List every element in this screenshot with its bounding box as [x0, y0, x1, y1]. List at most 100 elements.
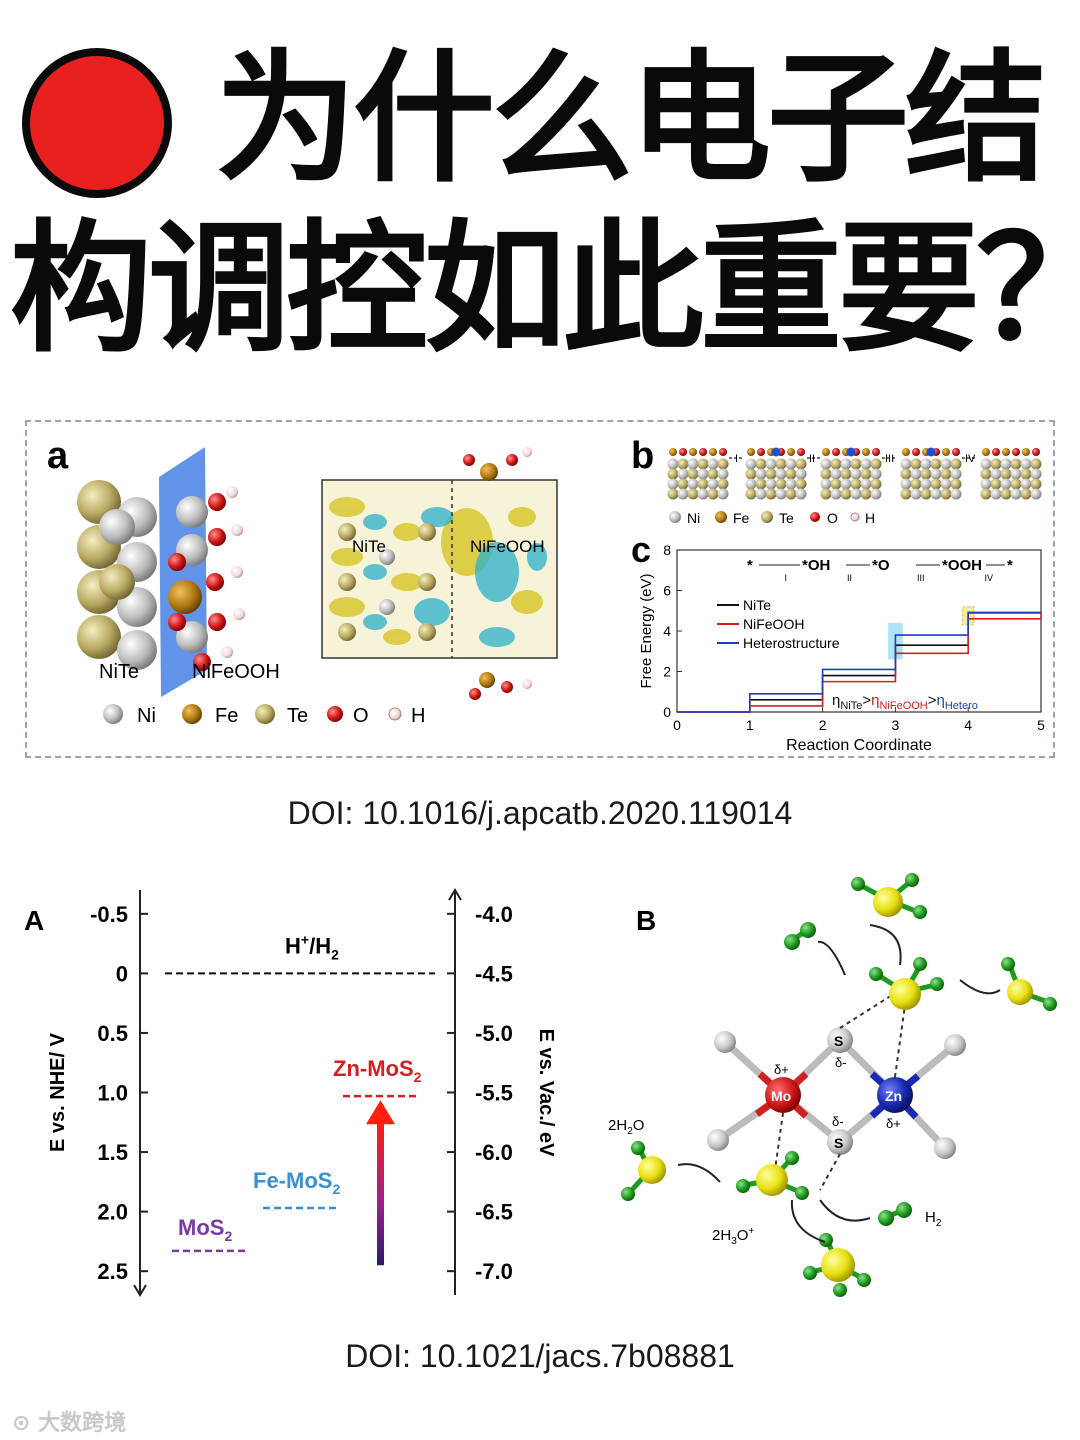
left-tick-label: -0.5	[90, 902, 128, 927]
step-label: I	[735, 453, 738, 465]
x-tick-label: 4	[964, 717, 972, 733]
panel-a-label: a	[47, 435, 69, 477]
panel-c-label: c	[631, 529, 651, 570]
series-nite	[677, 611, 1042, 713]
x-tick-label: 0	[673, 717, 681, 733]
water-molecule-top	[851, 873, 927, 919]
oer-slab	[980, 448, 1042, 500]
left-axis-arrow	[133, 1284, 147, 1297]
level-label-h-h2: H+/H2	[285, 931, 339, 962]
svg-text:O: O	[353, 705, 369, 727]
step-label: IV	[965, 453, 976, 465]
oer-slab	[820, 447, 896, 500]
title-area: 为什么电子结 构调控如此重要？	[0, 0, 1080, 380]
doi-2: DOI: 10.1021/jacs.7b08881	[345, 1338, 735, 1374]
title-line-1: 为什么电子结	[215, 37, 1047, 202]
water-molecule-right	[1001, 957, 1057, 1011]
title-line-2: 构调控如此重要？	[10, 207, 1080, 372]
right-tick-label: -6.0	[475, 1140, 513, 1165]
charge-box-label-nifeooh: NiFeOOH	[470, 537, 545, 556]
svg-text:Ni: Ni	[137, 705, 156, 727]
right-tick-label: -6.5	[475, 1200, 513, 1225]
left-tick-label: 2.0	[97, 1200, 128, 1225]
step-label: III	[885, 453, 894, 465]
x-tick-label: 3	[892, 717, 900, 733]
panel-b-legend: Ni Fe Te O H	[669, 510, 875, 526]
series-nifeooh	[677, 612, 1042, 713]
shift-arrow-shaft	[377, 1122, 384, 1266]
right-axis-arrow	[448, 888, 462, 901]
right-axis-label: E vs. Vac./ eV	[535, 1029, 557, 1158]
x-tick-label: 2	[819, 717, 827, 733]
left-tick-label: 1.5	[97, 1140, 128, 1165]
right-tick-label: -5.0	[475, 1021, 513, 1046]
mechanism-diagram: Mo Zn S S δ+ δ+ δ- δ-	[608, 873, 1057, 1297]
figure-1: a	[25, 420, 1055, 758]
svg-text:H: H	[411, 705, 425, 727]
h2o-label: 2H2O	[608, 1117, 644, 1137]
h2-molecule-top	[784, 922, 816, 950]
overpotential-comparison: ηNiTe>ηNiFeOOH>ηHetero	[832, 692, 978, 712]
hydronium-adsorbed-top	[869, 957, 944, 1010]
panel-b-label: b	[631, 435, 654, 477]
y-tick-label: 6	[663, 583, 671, 599]
y-tick-label: 0	[663, 704, 671, 720]
watermark-logo: ⊙ 大数跨境	[12, 1411, 127, 1436]
h2-label: H2	[925, 1209, 942, 1229]
reaction-step: I	[785, 573, 788, 583]
charge-box-label-nite: NiTe	[352, 537, 386, 556]
left-tick-label: 0.5	[97, 1021, 128, 1046]
right-tick-label: -5.5	[475, 1081, 513, 1106]
right-tick-label: -7.0	[475, 1259, 513, 1284]
level-label-zn-mos2: Zn-MoS2	[333, 1056, 422, 1085]
oer-slab	[745, 447, 821, 500]
nite-nifeooh-slab-model	[77, 480, 157, 670]
zn-charge: δ+	[886, 1116, 901, 1131]
panel-A-label: A	[24, 905, 44, 936]
oer-slab	[900, 447, 976, 500]
s-atom-label-bottom: S	[834, 1135, 843, 1151]
level-label-fe-mos2: Fe-MoS2	[253, 1168, 340, 1197]
shift-arrow-head	[366, 1100, 395, 1125]
svg-text:Fe: Fe	[733, 510, 750, 526]
svg-text:Te: Te	[779, 510, 794, 526]
left-tick-label: 1.0	[97, 1081, 128, 1106]
h2-molecule-bottom	[878, 1202, 912, 1226]
series-heterostructure	[677, 611, 1041, 713]
h3o-label: 2H3O+	[712, 1226, 754, 1247]
svg-text:Te: Te	[287, 705, 308, 727]
level-label-mos2: MoS2	[178, 1215, 232, 1244]
reaction-step: III	[917, 573, 925, 583]
band-alignment-chart: -0.5 -4.0 0 -4.5 0.5 -5.0 1.0 -5.5 1.5 -6.0 2.0 -6.…	[47, 888, 557, 1297]
svg-text:Fe: Fe	[215, 705, 238, 727]
reaction-step: II	[847, 573, 852, 583]
svg-text:Ni: Ni	[687, 510, 700, 526]
svg-text:H: H	[865, 510, 875, 526]
left-slab-label-nifeooh: NiFeOOH	[192, 661, 280, 683]
left-slab-label-nite: NiTe	[99, 661, 139, 683]
reaction-species: *	[747, 557, 753, 574]
x-tick-label: 5	[1037, 717, 1045, 733]
charge-density-map: NiTe NiFeOOH	[321, 447, 558, 700]
reaction-species: *OH	[802, 557, 830, 574]
hydronium-adsorbed-bottom	[736, 1151, 809, 1200]
legend-label: Heterostructure	[743, 635, 840, 651]
figure-2-svg: A -0.5 -4.00 -4.50.5 -5.01.0 -5.51.5 -6.02.0-…	[24, 873, 1057, 1297]
x-axis-label: Reaction Coordinate	[786, 737, 932, 754]
s-atom-label-top: S	[834, 1033, 843, 1049]
svg-text:O: O	[827, 510, 838, 526]
legend-label: NiFeOOH	[743, 616, 804, 632]
chart-c-legend: NiTe NiFeOOH Heterostructure	[717, 597, 840, 651]
hydronium-molecule-bottom	[803, 1233, 871, 1297]
s-charge-top: δ-	[835, 1055, 847, 1070]
free-energy-chart: 0 2 4 6 8 0 1 2 3 4 5 Reaction Coordinate Free Energ…	[638, 542, 1045, 754]
reaction-species: *O	[872, 557, 890, 574]
y-tick-label: 8	[663, 542, 671, 558]
y-tick-label: 2	[663, 664, 671, 680]
reaction-species: *	[1007, 557, 1013, 574]
reaction-species: *OOH	[942, 557, 982, 574]
legend-label: NiTe	[743, 597, 771, 613]
zn-atom-label: Zn	[885, 1088, 902, 1104]
y-tick-label: 4	[663, 623, 671, 639]
y-axis-label: Free Energy (eV)	[638, 573, 655, 688]
